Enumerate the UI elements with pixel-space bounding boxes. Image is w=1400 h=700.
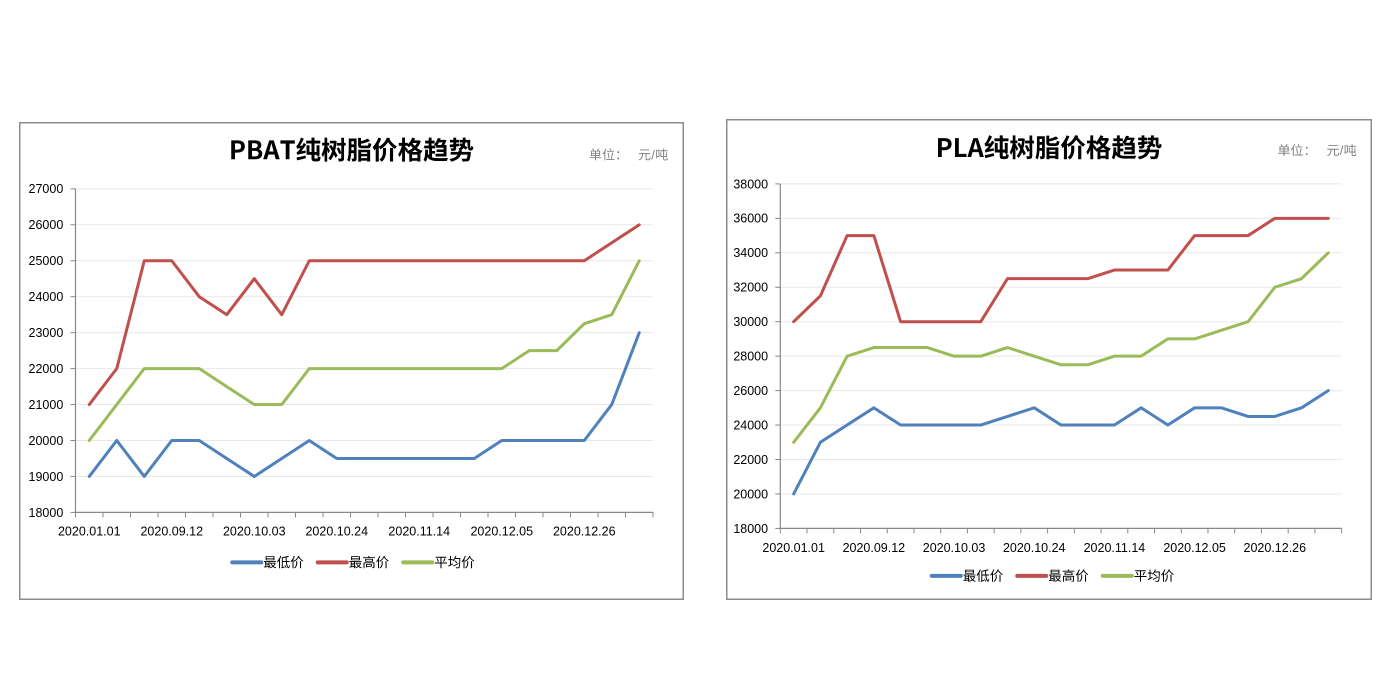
svg-text:2020.11.14: 2020.11.14 bbox=[1084, 541, 1146, 555]
svg-text:20000: 20000 bbox=[733, 487, 768, 501]
svg-text:26000: 26000 bbox=[29, 218, 64, 232]
svg-text:2020.12.26: 2020.12.26 bbox=[1244, 541, 1307, 555]
svg-text:24000: 24000 bbox=[29, 290, 64, 304]
svg-text:2020.12.05: 2020.12.05 bbox=[1163, 541, 1226, 555]
svg-text:/: / bbox=[1340, 143, 1344, 158]
svg-text:2020.01.01: 2020.01.01 bbox=[762, 541, 825, 555]
svg-text:27000: 27000 bbox=[29, 182, 64, 196]
svg-text:34000: 34000 bbox=[733, 246, 768, 260]
svg-text:26000: 26000 bbox=[733, 384, 768, 398]
svg-text:19000: 19000 bbox=[29, 470, 64, 484]
svg-text:2020.09.12: 2020.09.12 bbox=[140, 524, 203, 538]
svg-text:24000: 24000 bbox=[733, 418, 768, 432]
svg-text:23000: 23000 bbox=[29, 326, 64, 340]
svg-text:36000: 36000 bbox=[733, 212, 768, 226]
svg-text:2020.01.01: 2020.01.01 bbox=[58, 524, 121, 538]
svg-text:2020.12.05: 2020.12.05 bbox=[470, 524, 533, 538]
svg-text:22000: 22000 bbox=[29, 362, 64, 376]
svg-text:2020.10.24: 2020.10.24 bbox=[305, 524, 368, 538]
svg-text:2020.10.03: 2020.10.03 bbox=[923, 541, 986, 555]
svg-text:2020.12.26: 2020.12.26 bbox=[553, 524, 616, 538]
svg-text:32000: 32000 bbox=[733, 281, 768, 295]
svg-text:/: / bbox=[651, 147, 655, 162]
svg-text:28000: 28000 bbox=[733, 350, 768, 364]
svg-text:20000: 20000 bbox=[29, 434, 64, 448]
svg-text:2020.10.24: 2020.10.24 bbox=[1003, 541, 1066, 555]
svg-text:2020.10.03: 2020.10.03 bbox=[223, 524, 286, 538]
svg-text:22000: 22000 bbox=[733, 453, 768, 467]
svg-text:18000: 18000 bbox=[29, 506, 64, 520]
svg-text:18000: 18000 bbox=[733, 522, 768, 536]
svg-text:38000: 38000 bbox=[733, 177, 768, 191]
svg-text:25000: 25000 bbox=[29, 254, 64, 268]
svg-text:2020.09.12: 2020.09.12 bbox=[843, 541, 906, 555]
svg-text:2020.11.14: 2020.11.14 bbox=[388, 524, 450, 538]
svg-text:30000: 30000 bbox=[733, 315, 768, 329]
svg-text:21000: 21000 bbox=[29, 398, 64, 412]
